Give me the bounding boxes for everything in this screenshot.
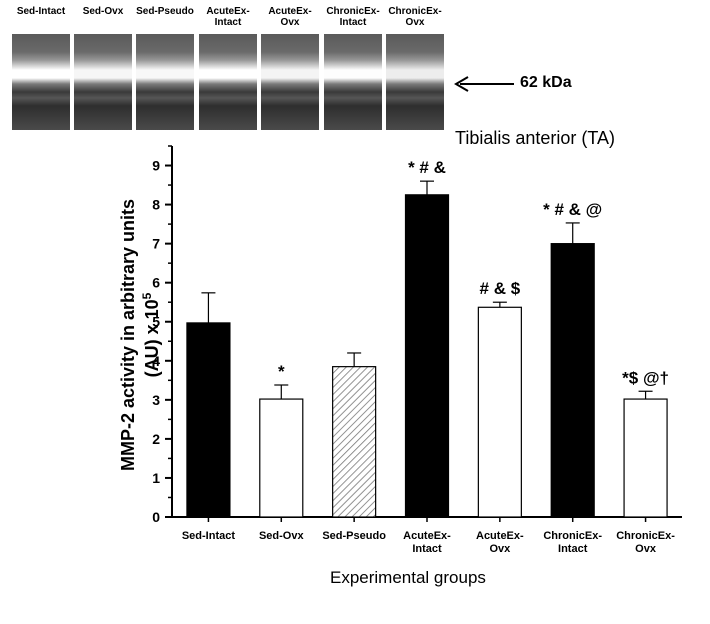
y-tick-label: 7 [152, 236, 160, 252]
y-axis-label: MMP-2 activity in arbitrary units (AU) x… [118, 199, 162, 471]
arrow-icon [454, 76, 514, 92]
y-tick-label: 9 [152, 158, 160, 174]
y-tick-label: 6 [152, 275, 160, 291]
bar [477, 306, 522, 518]
blot-lane-label: Sed-Intact [16, 6, 66, 17]
blot-lane [136, 34, 194, 130]
tissue-title: Tibialis anterior (TA) [455, 128, 616, 148]
y-axis-label-line1: MMP-2 activity in arbitrary units [118, 199, 138, 471]
blot-lane-label: Sed-Pseudo [136, 6, 194, 17]
significance-label: * # & [408, 158, 446, 177]
blot-lane [74, 34, 132, 130]
x-tick-label: AcuteEx-Intact [403, 530, 451, 555]
y-tick-label: 1 [152, 470, 160, 486]
y-axis-label-line2: (AU) x 10 [142, 299, 162, 377]
blot-lane [324, 34, 382, 130]
blot-lane-label: AcuteEx- Intact [206, 6, 250, 28]
y-axis-label-superscript: 5 [140, 292, 154, 299]
bar [186, 322, 231, 518]
significance-label: * # & @ [543, 200, 602, 219]
y-tick-label: 8 [152, 197, 160, 213]
x-tick-label: ChronicEx-Intact [543, 530, 602, 555]
x-tick-label: Sed-Intact [182, 530, 236, 542]
blot-lane-label: ChronicEx- Intact [326, 6, 380, 28]
blot-lane-label: Sed-Ovx [82, 6, 124, 17]
bar [623, 398, 668, 518]
significance-label: # & $ [480, 279, 521, 298]
x-tick-label: ChronicEx-Ovx [616, 530, 675, 555]
bar [404, 194, 450, 518]
y-tick-label: 3 [152, 392, 160, 408]
svg-text:MMP-2 activity in arbitrary un: MMP-2 activity in arbitrary units [118, 199, 138, 471]
y-tick-label: 2 [152, 431, 160, 447]
zymogram-blot: Sed-Intact Sed-Ovx Sed-Pseudo AcuteEx- Inta… [0, 0, 710, 135]
x-tick-label: Sed-Ovx [259, 530, 305, 542]
blot-lane [12, 34, 70, 130]
bar [332, 366, 377, 518]
blot-lane-label: ChronicEx- Ovx [388, 6, 442, 28]
y-tick-label: 0 [152, 509, 160, 525]
y-tick-label: 4 [152, 353, 160, 369]
blot-lane-label: AcuteEx- Ovx [268, 6, 312, 28]
bar-chart: 0 1 2 3 4 5 6 7 8 9 * * # & # & $ * # & @ *$ @† Sed-I… [152, 145, 682, 555]
svg-text:(AU) x 105: (AU) x 105 [140, 292, 162, 377]
x-axis-label: Experimental groups [330, 568, 486, 587]
blot-lane [386, 34, 444, 130]
y-tick-label: 5 [152, 314, 160, 330]
molecular-weight-label: 62 kDa [520, 74, 572, 91]
significance-label: * [278, 362, 285, 381]
blot-lane [261, 34, 319, 130]
bar [550, 243, 595, 518]
x-tick-label: AcuteEx-Ovx [476, 530, 524, 555]
blot-lane [199, 34, 257, 130]
significance-label: *$ @† [622, 368, 669, 387]
x-tick-label: Sed-Pseudo [322, 530, 386, 542]
bar [259, 398, 304, 518]
